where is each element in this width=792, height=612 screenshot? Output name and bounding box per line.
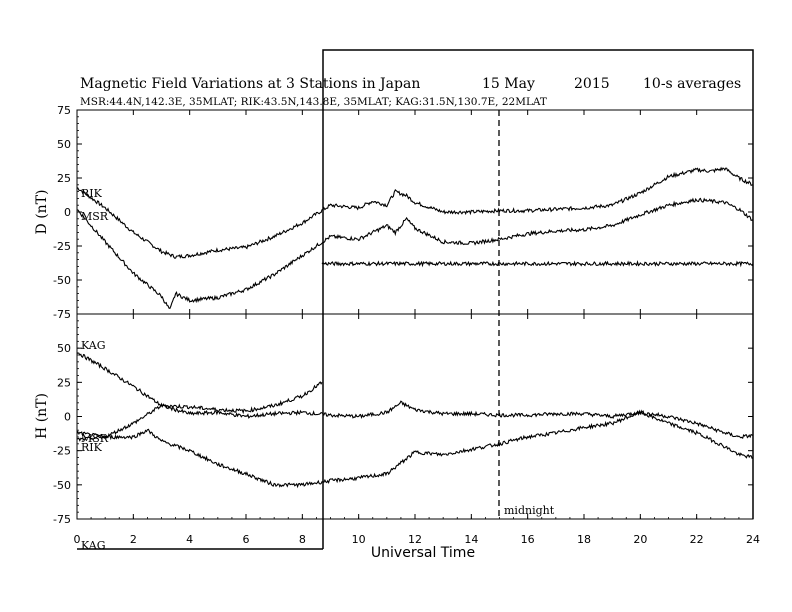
h-ticks: 50 25 0 -25 -50 -75 [53, 313, 753, 526]
x-ticks: 0 2 4 6 8 10 12 14 16 18 20 22 24 [74, 110, 760, 546]
x-tick-label: 24 [746, 533, 760, 546]
d-ticks-label: -75 [53, 308, 71, 321]
h-kag-label: KAG [81, 339, 106, 352]
h-ticks-label: 25 [57, 376, 71, 389]
h-ticks-label: 50 [57, 342, 71, 355]
d-ticks-label: 0 [64, 206, 71, 219]
x-tick-label: 4 [186, 533, 193, 546]
kag-bottom-label: KAG [81, 539, 106, 552]
d-ticks-label: 25 [57, 172, 71, 185]
x-tick-label: 6 [243, 533, 250, 546]
x-tick-label: 18 [577, 533, 591, 546]
chart-title: Magnetic Field Variations at 3 Stations … [80, 76, 420, 92]
d-series-msr [76, 197, 754, 310]
chart-averaging: 10-s averages [643, 76, 741, 92]
h-ticks-label: -25 [53, 445, 71, 458]
d-ticks-label: 50 [57, 138, 71, 151]
h-ticks-label: -50 [53, 479, 71, 492]
x-tick-label: 16 [521, 533, 535, 546]
h-msr-label: MSR [81, 432, 109, 445]
x-tick-label: 12 [408, 533, 422, 546]
midnight-label: midnight [504, 504, 555, 517]
d-panel-frame [76, 109, 754, 315]
d-series-kag [321, 260, 754, 268]
x-axis-label: Universal Time [371, 545, 475, 561]
h-rik-label: RIK [81, 441, 103, 454]
d-ticks-label: -25 [53, 240, 71, 253]
x-tick-label: 20 [633, 533, 647, 546]
d-ticks-label: -50 [53, 274, 71, 287]
x-tick-label: 22 [690, 533, 704, 546]
d-msr-label: MSR [81, 210, 109, 223]
d-series-rik [76, 166, 754, 259]
h-series-msr [76, 381, 323, 439]
x-tick-label: 10 [352, 533, 366, 546]
h-series-rik [76, 409, 754, 489]
x-tick-label: 2 [130, 533, 137, 546]
d-rik-label: RIK [81, 187, 103, 200]
x-tick-label: 0 [74, 533, 81, 546]
overlay-frame [322, 49, 754, 549]
series-layer [76, 166, 754, 489]
x-tick-label: 8 [299, 533, 306, 546]
d-ticks-label: 75 [57, 104, 71, 117]
h-ticks-label: -75 [53, 513, 71, 526]
d-ylabel: D (nT) [34, 190, 50, 235]
d-ticks: 75 50 25 0 -25 -50 -75 [53, 104, 753, 321]
chart-year: 2015 [574, 76, 610, 92]
chart-subtitle: MSR:44.4N,142.3E, 35MLAT; RIK:43.5N,143.… [80, 96, 547, 108]
h-ticks-label: 0 [64, 411, 71, 424]
h-ylabel: H (nT) [34, 393, 50, 439]
h-series-kag [76, 352, 754, 439]
chart-date: 15 May [482, 76, 535, 92]
x-tick-label: 14 [464, 533, 478, 546]
